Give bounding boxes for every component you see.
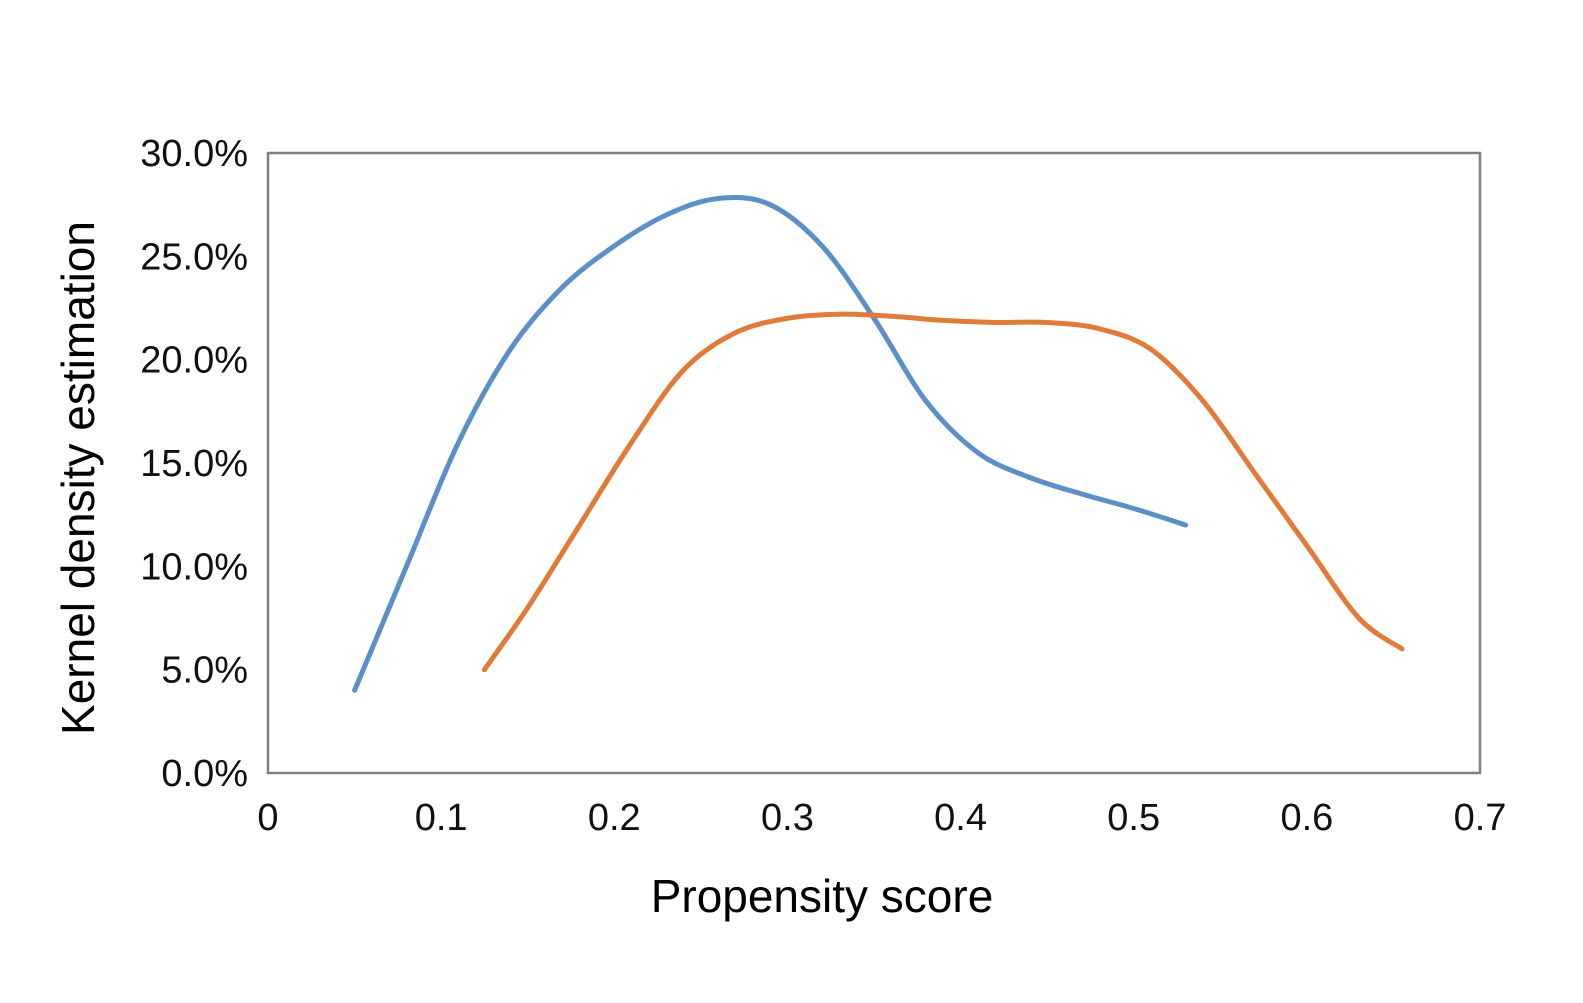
x-tick-label: 0 <box>257 797 278 839</box>
x-tick-label: 0.6 <box>1280 797 1333 839</box>
x-tick-label: 0.3 <box>761 797 814 839</box>
y-tick-label: 0.0% <box>161 753 248 795</box>
y-axis-title: Kernel density estimation <box>52 221 104 735</box>
y-tick-label: 25.0% <box>140 236 248 278</box>
x-tick-label: 0.7 <box>1454 797 1507 839</box>
x-tick-label: 0.1 <box>415 797 468 839</box>
x-tick-label: 0.4 <box>934 797 987 839</box>
series-line-0 <box>352 195 1189 693</box>
y-tick-label: 30.0% <box>140 133 248 175</box>
x-axis-title: Propensity score <box>651 870 994 922</box>
y-tick-label: 20.0% <box>140 340 248 382</box>
y-tick-label: 10.0% <box>140 546 248 588</box>
plot-frame <box>266 151 1482 775</box>
y-tick-label: 5.0% <box>161 650 248 692</box>
y-tick-label: 15.0% <box>140 443 248 485</box>
series-line-1 <box>481 311 1405 673</box>
x-tick-label: 0.5 <box>1107 797 1160 839</box>
x-tick-label: 0.2 <box>588 797 641 839</box>
